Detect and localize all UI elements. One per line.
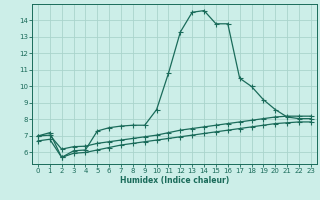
X-axis label: Humidex (Indice chaleur): Humidex (Indice chaleur) (120, 176, 229, 185)
